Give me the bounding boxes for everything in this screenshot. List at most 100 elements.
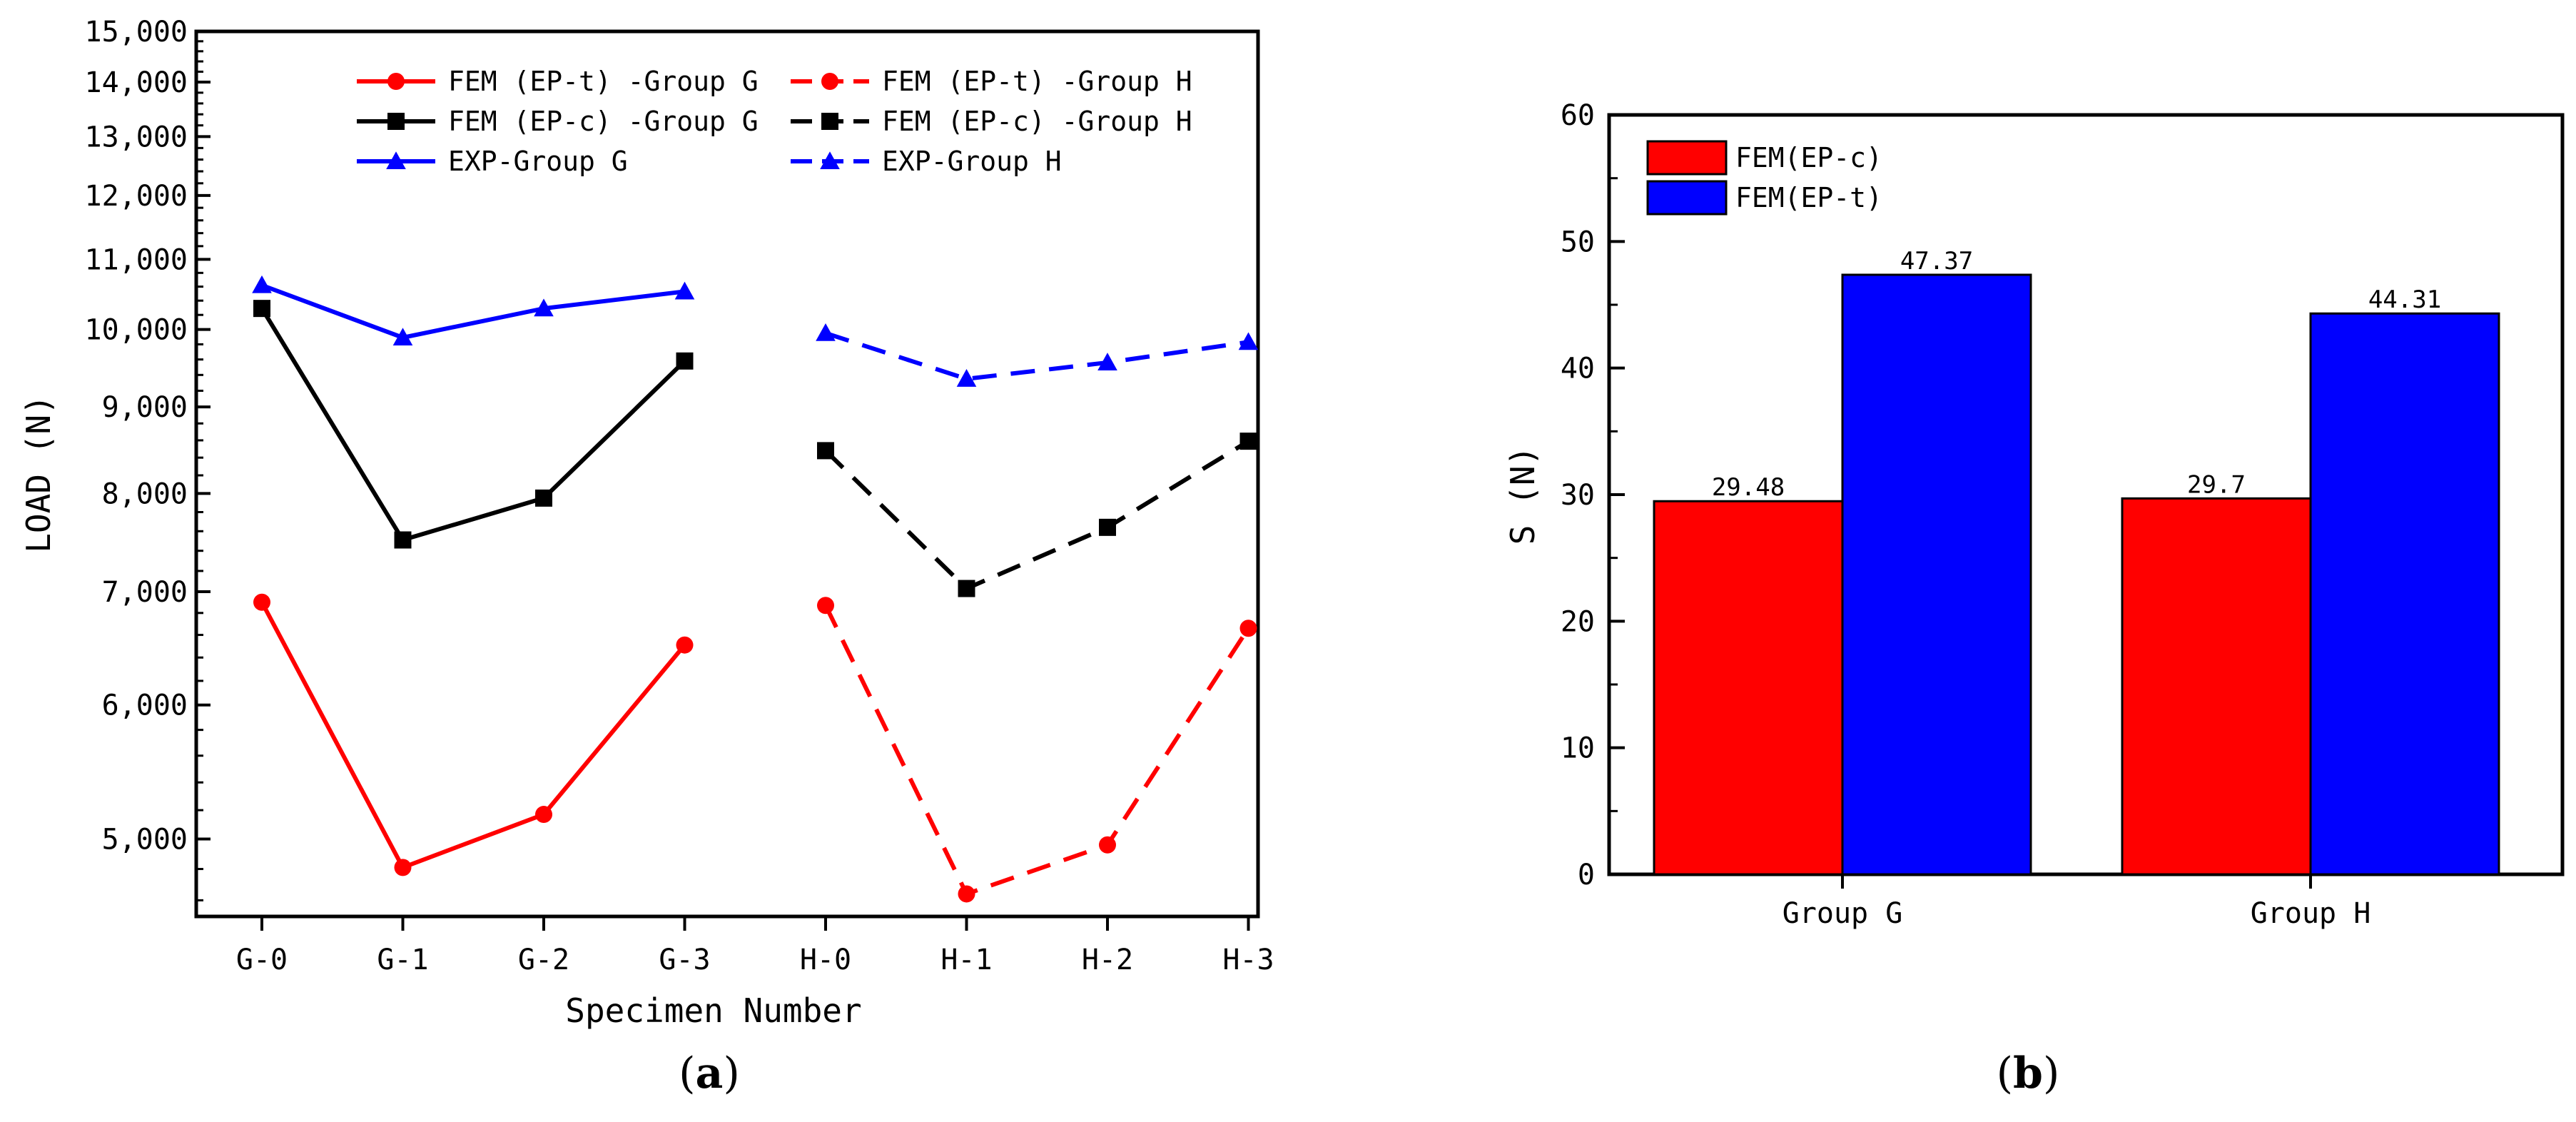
bar-fem-ep-c-group-h: [2121, 497, 2312, 876]
bar-value-label: 29.7: [2187, 470, 2246, 499]
y-tick-label: 15,000: [85, 16, 188, 49]
y-tick-label: 12,000: [85, 180, 188, 213]
y-tick-label: 30: [1561, 479, 1595, 512]
panel-label-a-close: ): [723, 1048, 739, 1098]
panel-label-b-close: ): [2043, 1048, 2059, 1098]
panel-a-x-axis: G-0 G-1 G-2 G-3 H-0 H-1 H-2 H-3: [236, 916, 1274, 976]
panel-b-legend: FEM(EP-c) FEM(EP-t): [1646, 140, 1882, 216]
bar-value-label: 44.31: [2368, 285, 2441, 314]
y-tick-label: 40: [1561, 353, 1595, 385]
legend-label: FEM(EP-c): [1735, 142, 1882, 173]
panel-label-a-open: (: [679, 1048, 695, 1098]
legend-swatch: [1646, 140, 1728, 176]
data-point: [394, 531, 412, 549]
legend-item-fem-ep-t: FEM(EP-t): [1646, 180, 1882, 216]
series-line-fem-ep-c-group-h: [823, 439, 1250, 592]
series-line-exp-group-g: [260, 283, 685, 340]
data-point: [674, 281, 695, 300]
legend-swatch: [1646, 180, 1728, 216]
legend-marker: [820, 151, 840, 170]
x-tick-label-g-2: G-2: [518, 944, 569, 976]
data-point: [1097, 353, 1117, 370]
legend-label: EXP-Group G: [448, 146, 628, 177]
series-line-fem-ep-t-group-h: [823, 604, 1251, 897]
x-tick-label-h-0: H-0: [800, 944, 851, 976]
panel-b-y-axis-title: S (N): [1503, 446, 1542, 545]
x-tick-label-h-3: H-3: [1222, 944, 1274, 976]
legend-label: FEM (EP-t) -Group G: [448, 66, 759, 97]
panel-a-series-group: [252, 275, 1259, 903]
x-tick-label-h-2: H-2: [1082, 944, 1133, 976]
data-point: [817, 442, 834, 460]
y-tick-label: 6,000: [102, 689, 188, 722]
data-point: [1239, 433, 1257, 450]
bar-value-label: 47.37: [1900, 247, 1973, 276]
series-fem-ep-c-group-g: [253, 300, 694, 549]
legend-item-fem-ep-c-group-h: FEM (EP-c) -Group H: [791, 106, 1192, 137]
panel-a-line-chart: 5,000 6,000 7,000 8,000 9,000 10,000 11,000 12,…: [19, 16, 1274, 1030]
y-tick-label: 50: [1561, 226, 1595, 258]
legend-item-exp-group-g: EXP-Group G: [357, 146, 628, 177]
series-exp-group-h: [816, 323, 1259, 387]
legend-label: FEM (EP-t) -Group H: [882, 66, 1192, 97]
data-point: [252, 275, 272, 293]
data-point: [958, 580, 975, 597]
data-point: [958, 885, 975, 903]
series-fem-ep-t-group-h: [817, 597, 1257, 903]
y-tick-label: 9,000: [102, 391, 188, 424]
legend-marker: [386, 151, 406, 170]
y-tick-label: 5,000: [102, 823, 188, 856]
legend-item-fem-ep-t-group-h: FEM (EP-t) -Group H: [791, 66, 1192, 97]
y-tick-label: 13,000: [85, 121, 188, 153]
data-point: [676, 352, 694, 370]
series-line-fem-ep-c-group-g: [260, 307, 686, 543]
legend-marker: [821, 113, 838, 130]
legend-item-fem-ep-t-group-g: FEM (EP-t) -Group G: [357, 66, 759, 97]
legend-label: FEM (EP-c) -Group H: [882, 106, 1192, 137]
series-exp-group-g: [252, 275, 695, 346]
legend-item-fem-ep-c-group-g: FEM (EP-c) -Group G: [357, 106, 759, 137]
panel-a-plot-frame: [194, 29, 1260, 919]
series-line-fem-ep-t-group-g: [260, 601, 686, 871]
panel-b-y-axis: 0 10 20 30 40 50 60: [1561, 99, 1625, 891]
legend-label: FEM(EP-t): [1735, 182, 1882, 213]
y-tick-label: 11,000: [85, 243, 188, 276]
data-point: [253, 300, 270, 318]
x-tick-label-g-3: G-3: [659, 944, 710, 976]
bar-fem-ep-c-group-g: [1653, 500, 1844, 876]
data-point: [535, 806, 552, 824]
bar-value-label: 29.48: [1712, 473, 1785, 502]
panel-label-a: (a): [679, 1048, 740, 1098]
panel-a-y-axis-title: LOAD (N): [19, 395, 58, 553]
data-point: [394, 859, 412, 876]
y-tick-label: 7,000: [102, 576, 188, 609]
y-tick-label: 14,000: [85, 66, 188, 99]
bar-fem-ep-t-group-g: [1841, 273, 2032, 876]
data-point: [817, 597, 834, 615]
legend-marker: [387, 113, 405, 130]
data-point: [534, 298, 554, 317]
y-tick-label: 60: [1561, 99, 1595, 132]
y-tick-label: 8,000: [102, 477, 188, 510]
x-tick-label-group-g: Group G: [1783, 897, 1903, 930]
data-point: [816, 323, 836, 341]
panel-label-a-letter: a: [696, 1048, 724, 1098]
data-point: [1238, 332, 1259, 350]
bar-fem-ep-t-group-h: [2309, 312, 2500, 876]
x-tick-label-g-1: G-1: [377, 944, 428, 976]
panel-a-legend: FEM (EP-t) -Group G FEM (EP-t) -Group H FE…: [357, 66, 1192, 177]
x-tick-label-group-h: Group H: [2251, 897, 2371, 930]
legend-marker: [821, 73, 838, 90]
x-tick-label-g-0: G-0: [236, 944, 288, 976]
panel-label-b: (b): [1997, 1048, 2060, 1098]
series-fem-ep-c-group-h: [817, 433, 1257, 597]
data-point: [1239, 620, 1257, 637]
data-point: [1099, 518, 1116, 536]
y-tick-label: 10,000: [85, 314, 188, 347]
series-line-exp-group-h: [825, 330, 1249, 381]
x-tick-label-h-1: H-1: [940, 944, 992, 976]
panel-a-y-axis: 5,000 6,000 7,000 8,000 9,000 10,000 11,000 12,…: [85, 16, 211, 901]
series-fem-ep-t-group-g: [253, 593, 694, 876]
panel-b-bar-chart: 0 10 20 30 40 50 60 Group G Group H 29.48 29.7 47…: [1503, 99, 2565, 930]
